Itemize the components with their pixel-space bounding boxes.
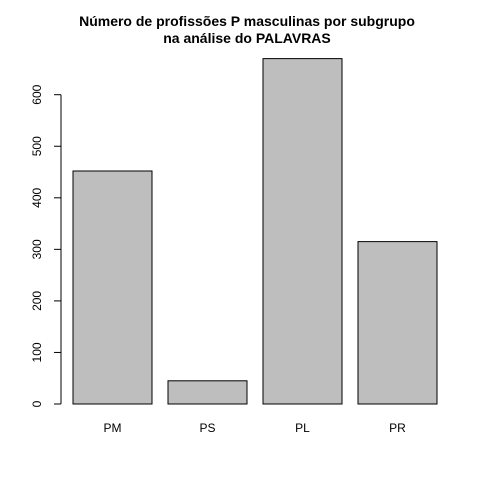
bars-group [72,58,438,405]
bar-pr [357,241,438,405]
y-tick-label: 300 [30,239,44,259]
y-tick-label: 500 [30,136,44,156]
chart-title-line-2: na análise do PALAVRAS [163,30,331,46]
x-tick-label-pm: PM [104,421,122,435]
y-axis: 0 100 200 300 400 500 600 [30,84,62,407]
x-tick-label-pl: PL [295,421,310,435]
y-tick-label: 600 [30,84,44,104]
x-tick-label-ps: PS [199,421,215,435]
bar-ps [167,380,248,405]
bar-pl [262,58,343,405]
y-tick-label: 200 [30,291,44,311]
y-tick-label: 0 [30,400,44,407]
x-tick-label-pr: PR [389,421,406,435]
y-tick-label: 400 [30,187,44,207]
y-tick-label: 100 [30,342,44,362]
bar-pm [72,170,153,405]
x-axis-labels: PM PS PL PR [104,421,407,435]
chart-title-line-1: Número de profissões P masculinas por su… [79,13,415,29]
